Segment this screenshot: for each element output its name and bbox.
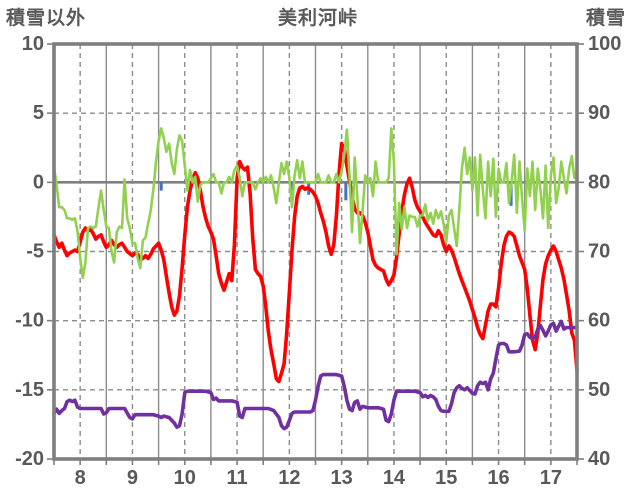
x-axis-tick-label: 10 — [174, 467, 196, 489]
chart-title: 美利河峠 — [277, 8, 358, 29]
x-axis-tick-label: 14 — [383, 467, 406, 489]
series-purple-line — [52, 319, 579, 431]
right-axis-tick-label: 80 — [588, 171, 610, 193]
x-axis-tick-label: 11 — [226, 467, 247, 489]
x-axis-tick-label: 9 — [127, 467, 138, 489]
left-axis-tick-label: 10 — [22, 33, 44, 55]
x-axis-tick-label: 15 — [435, 467, 457, 489]
right-axis-tick-label: 100 — [588, 33, 621, 55]
x-axis-tick-label: 17 — [540, 467, 562, 489]
right-axis-tick-label: 50 — [588, 379, 610, 401]
left-axis-tick-label: -20 — [15, 448, 44, 470]
right-axis-title: 積雪 — [585, 8, 626, 29]
right-axis-tick-label: 40 — [588, 448, 610, 470]
left-axis-tick-label: 5 — [33, 102, 44, 124]
left-axis-tick-label: -10 — [15, 310, 44, 332]
left-axis-tick-label: 0 — [33, 171, 44, 193]
x-axis-tick-label: 13 — [331, 467, 353, 489]
x-axis-tick-label: 16 — [487, 467, 509, 489]
series-red-line — [52, 141, 579, 384]
right-axis-tick-label: 60 — [588, 310, 610, 332]
left-axis-tick-label: -5 — [26, 241, 44, 263]
series-green-line — [52, 127, 579, 280]
x-axis-tick-label: 12 — [278, 467, 300, 489]
left-axis-title: 積雪以外 — [6, 8, 87, 29]
left-axis-tick-label: -15 — [15, 379, 44, 401]
right-axis-tick-label: 70 — [588, 241, 610, 263]
right-axis-tick-label: 90 — [588, 102, 610, 124]
x-axis-tick-label: 8 — [75, 467, 86, 489]
plot-border — [52, 42, 579, 461]
